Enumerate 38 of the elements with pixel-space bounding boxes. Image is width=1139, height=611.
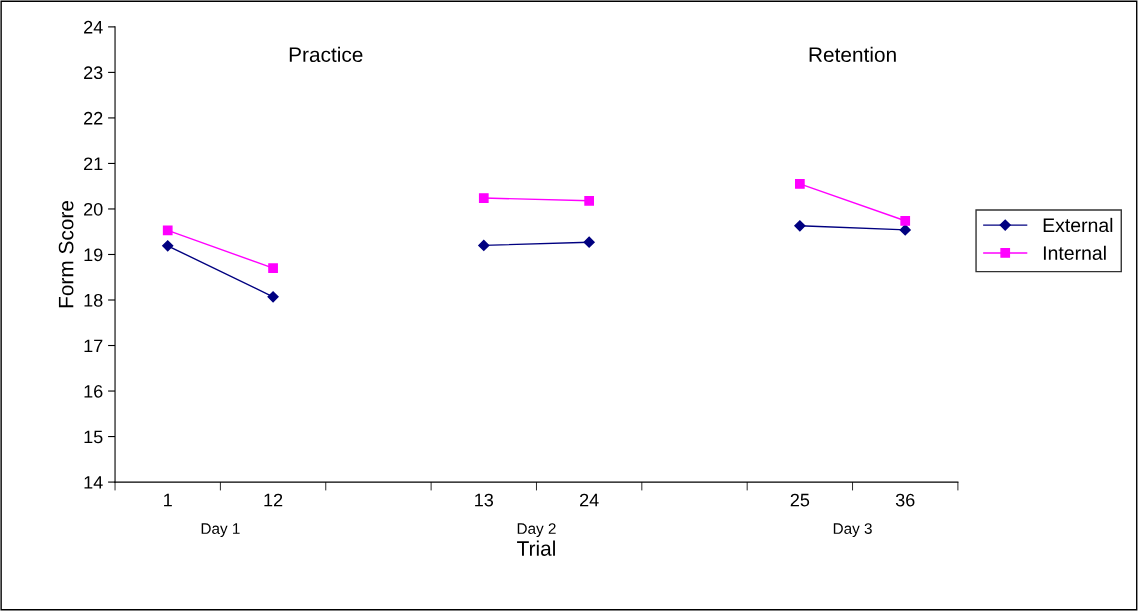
y-tick-label: 20 — [84, 202, 103, 216]
point — [795, 179, 805, 189]
y-tick-label: 17 — [84, 339, 103, 353]
point — [794, 220, 806, 232]
x-tick-label: 25 — [790, 493, 810, 507]
y-tick-label: 23 — [84, 66, 103, 80]
x-tick-label: 24 — [580, 493, 599, 507]
point — [478, 193, 489, 203]
legend-label: External — [1043, 217, 1113, 233]
point — [583, 236, 595, 248]
annotation: Practice — [289, 46, 363, 63]
y-tick-label: 16 — [84, 384, 103, 398]
point — [267, 291, 279, 303]
annotation: Retention — [809, 46, 896, 63]
point — [900, 215, 911, 226]
y-tick-label: 22 — [84, 111, 103, 125]
y-tick-label: 15 — [84, 430, 103, 444]
x-tick-label: 13 — [475, 493, 494, 507]
y-tick-label: 14 — [84, 476, 103, 489]
x-tick-label: 12 — [264, 493, 283, 507]
point — [162, 240, 174, 252]
y-axis-title: Form Score — [58, 201, 74, 308]
point — [268, 263, 278, 273]
point — [162, 225, 173, 236]
legend-label: Internal — [1043, 245, 1106, 260]
x-axis-title: Trial — [517, 540, 555, 556]
text: Day 2 — [517, 523, 556, 537]
y-tick-label: 21 — [84, 157, 103, 170]
x-tick-label: 36 — [895, 493, 915, 507]
y-tick-label: 24 — [84, 20, 103, 34]
point — [478, 239, 490, 251]
point — [584, 195, 595, 206]
text: Day 1 — [201, 523, 240, 537]
y-tick-label: 18 — [84, 293, 103, 307]
x-tick-label: 1 — [164, 493, 172, 507]
point — [899, 224, 911, 236]
text: Day 3 — [833, 523, 872, 537]
y-tick-label: 19 — [84, 248, 103, 262]
